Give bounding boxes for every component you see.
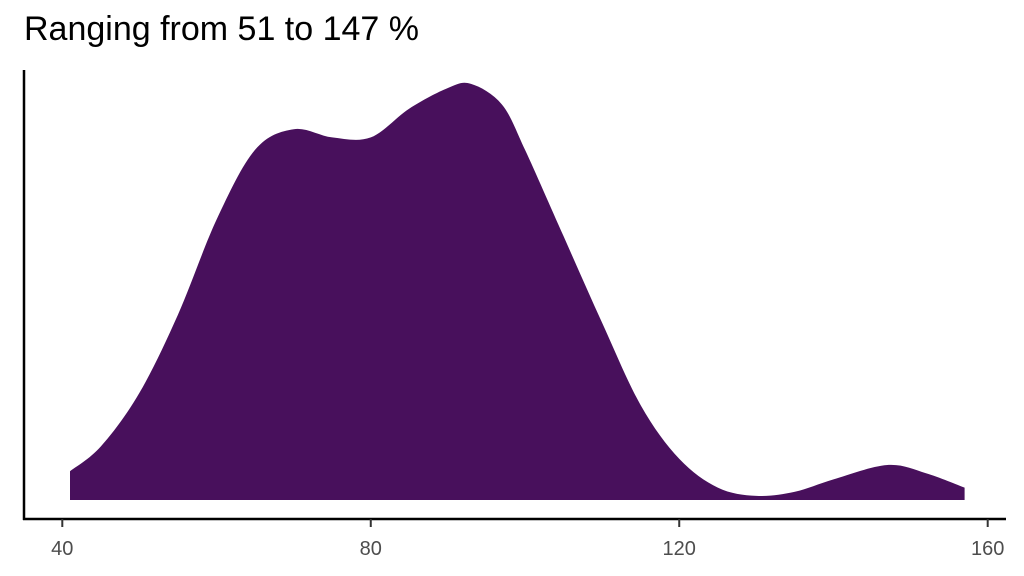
x-tick-label: 160 (971, 538, 1004, 560)
x-tick-label: 40 (51, 538, 73, 560)
x-tick-label: 120 (663, 538, 696, 560)
x-tick-label: 80 (360, 538, 382, 560)
density-area (70, 82, 965, 501)
chart-title: Ranging from 51 to 147 % (24, 10, 420, 48)
x-axis-ticks: 40 80 120 160 (51, 519, 1004, 560)
